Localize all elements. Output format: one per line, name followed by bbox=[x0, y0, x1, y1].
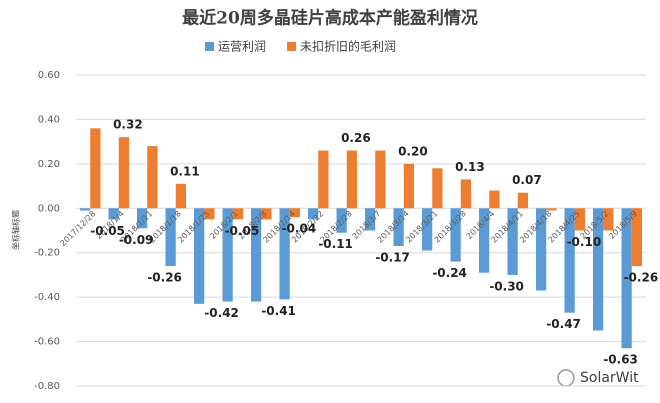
bar bbox=[175, 183, 187, 209]
y-tick-label: -0.20 bbox=[34, 248, 60, 259]
value-label: -0.26 bbox=[147, 271, 182, 285]
bar bbox=[621, 208, 632, 349]
bar bbox=[603, 208, 614, 231]
value-label: -0.30 bbox=[489, 279, 524, 293]
value-label: -0.17 bbox=[375, 251, 410, 265]
bar bbox=[478, 208, 490, 273]
bar bbox=[90, 128, 101, 209]
bar bbox=[346, 150, 358, 209]
value-label: 0.13 bbox=[455, 160, 485, 174]
watermark: SolarWit bbox=[580, 370, 639, 386]
bar bbox=[574, 208, 586, 231]
value-label: -0.63 bbox=[603, 353, 638, 367]
bar bbox=[193, 208, 205, 304]
bar bbox=[517, 192, 529, 209]
value-label: 0.26 bbox=[341, 131, 371, 145]
bar bbox=[393, 208, 404, 247]
bar bbox=[631, 208, 643, 267]
legend-swatch bbox=[287, 42, 297, 51]
bar bbox=[108, 208, 119, 220]
bar bbox=[307, 208, 319, 220]
bar bbox=[279, 208, 290, 300]
legend-label: 运营利润 bbox=[218, 40, 266, 54]
bar bbox=[250, 208, 262, 302]
bar bbox=[507, 208, 518, 275]
bar bbox=[421, 208, 433, 251]
bar bbox=[535, 208, 547, 291]
watermark-icon bbox=[557, 369, 575, 387]
y-tick-label: -0.60 bbox=[34, 337, 60, 348]
value-label: 0.20 bbox=[398, 144, 428, 158]
value-label: -0.11 bbox=[318, 237, 353, 251]
bar bbox=[489, 190, 500, 209]
y-tick-label: 0.40 bbox=[38, 114, 60, 125]
value-label: -0.05 bbox=[225, 224, 260, 238]
value-label: 0.32 bbox=[113, 118, 143, 132]
bar bbox=[222, 208, 233, 302]
value-label: -0.10 bbox=[567, 235, 602, 249]
bar bbox=[79, 208, 91, 211]
bar bbox=[375, 150, 386, 209]
bar bbox=[432, 168, 443, 209]
bar bbox=[165, 208, 176, 267]
value-label: -0.04 bbox=[282, 222, 317, 236]
bar bbox=[403, 163, 415, 209]
bar bbox=[147, 146, 158, 209]
y-axis-label: 坐标轴标题 bbox=[11, 210, 21, 250]
value-label: -0.41 bbox=[261, 304, 296, 318]
bar bbox=[289, 208, 301, 218]
chart-title: 最近20周多晶硅片高成本产能盈利情况 bbox=[182, 8, 478, 29]
bar bbox=[592, 208, 604, 331]
value-label: -0.42 bbox=[204, 306, 239, 320]
bar bbox=[450, 208, 461, 262]
bar bbox=[204, 208, 215, 220]
bar bbox=[261, 208, 272, 220]
bar bbox=[546, 208, 557, 211]
legend-swatch bbox=[205, 42, 214, 51]
value-label: -0.24 bbox=[432, 266, 467, 280]
value-label: -0.09 bbox=[119, 233, 154, 247]
value-label: 0.11 bbox=[170, 164, 200, 178]
bar bbox=[364, 208, 376, 231]
bar bbox=[118, 137, 130, 209]
y-tick-label: -0.40 bbox=[34, 292, 60, 303]
value-label: 0.07 bbox=[512, 173, 542, 187]
y-tick-label: 0.20 bbox=[38, 159, 60, 170]
value-label: -0.26 bbox=[624, 271, 659, 285]
bar bbox=[564, 208, 575, 313]
bar bbox=[336, 208, 347, 233]
y-tick-label: -0.80 bbox=[34, 381, 60, 392]
legend-label: 未扣折旧的毛利润 bbox=[300, 39, 396, 54]
bar bbox=[460, 179, 472, 209]
bar bbox=[136, 208, 148, 229]
y-tick-label: 0.60 bbox=[38, 70, 60, 81]
y-tick-label: 0.00 bbox=[38, 203, 60, 214]
value-label: -0.47 bbox=[546, 317, 581, 331]
value-label: -0.05 bbox=[90, 224, 125, 238]
bar bbox=[318, 150, 329, 209]
bar bbox=[232, 208, 244, 220]
